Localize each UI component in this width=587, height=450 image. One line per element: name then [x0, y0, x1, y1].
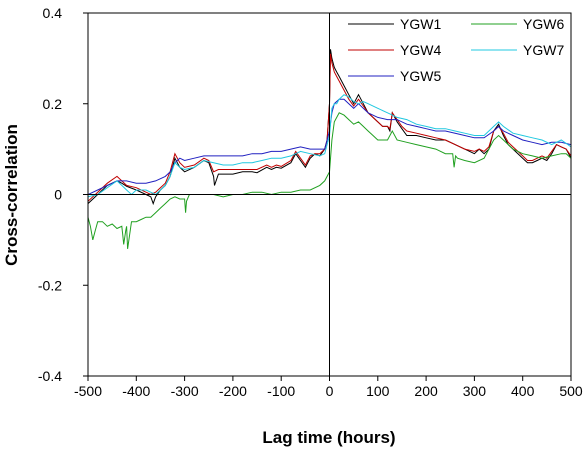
series-line-ygw7 [88, 94, 571, 198]
legend-label-ygw4: YGW4 [400, 42, 441, 58]
x-tick-label: -300 [171, 383, 199, 399]
x-tick-label: -100 [267, 383, 295, 399]
x-axis-title: Lag time (hours) [262, 428, 395, 447]
legend-label-ygw5: YGW5 [400, 68, 441, 84]
y-axis-title: Cross-correlation [2, 124, 21, 266]
x-tick-label: 100 [366, 383, 390, 399]
legend-label-ygw6: YGW6 [523, 16, 564, 32]
x-tick-label: 400 [511, 383, 535, 399]
series-line-ygw6 [88, 112, 571, 249]
y-tick-label: 0.2 [43, 96, 63, 112]
series-line-ygw4 [88, 53, 571, 202]
legend-label-ygw7: YGW7 [523, 42, 564, 58]
x-tick-label: -200 [219, 383, 247, 399]
y-tick-label: -0.4 [38, 368, 62, 384]
x-tick-label: 0 [326, 383, 334, 399]
y-tick-label: 0 [54, 187, 62, 203]
y-tick-label: -0.2 [38, 277, 62, 293]
x-tick-label: -400 [122, 383, 150, 399]
x-tick-label: 300 [463, 383, 487, 399]
x-tick-label: -500 [74, 383, 102, 399]
legend-label-ygw1: YGW1 [400, 16, 441, 32]
x-tick-label: 500 [559, 383, 583, 399]
x-tick-label: 200 [414, 383, 438, 399]
axes: -500 -400 -300 -200 -100 0 100 200 300 400 500 -0.4… [38, 5, 583, 399]
legend: YGW1 YGW4 YGW5 YGW6 YGW7 [348, 16, 564, 84]
y-tick-label: 0.4 [43, 5, 63, 21]
plot-area [88, 49, 571, 249]
